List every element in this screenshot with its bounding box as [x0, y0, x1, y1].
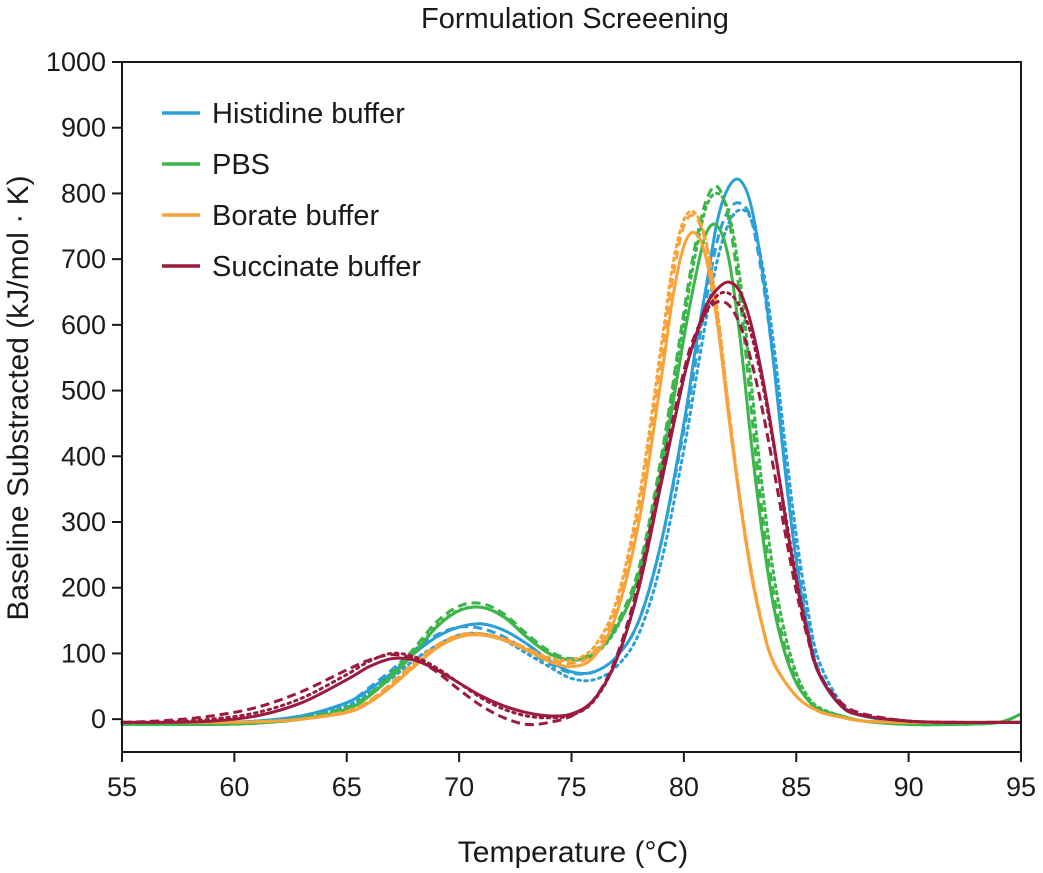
series-pbs	[120, 184, 1023, 727]
y-tick-label: 0	[91, 704, 106, 734]
y-tick-label: 900	[61, 113, 106, 143]
x-tick-label: 65	[332, 772, 362, 802]
y-tick-label: 400	[61, 441, 106, 471]
series-line-dashed	[121, 213, 1021, 724]
y-tick-label: 200	[61, 573, 106, 603]
series-line-solid	[121, 280, 1021, 724]
axis-ticks: 55 60 65 70 75 80 85 90 95 0 100 200 300 400 500 600 700…	[46, 47, 1036, 802]
chart-title: Formulation Screeening	[421, 3, 729, 35]
x-axis-title: Temperature (°C)	[458, 836, 688, 869]
legend-label: PBS	[212, 149, 270, 181]
y-tick-label: 600	[61, 310, 106, 340]
x-tick-label: 85	[781, 772, 811, 802]
y-tick-label: 100	[61, 638, 106, 668]
series-line-dotted	[120, 290, 1023, 724]
series-line-dashed	[121, 184, 1022, 727]
series-layer	[120, 177, 1023, 727]
y-axis-title: Baseline Substracted (kJ/mol · K)	[2, 175, 35, 620]
x-tick-label: 90	[894, 772, 924, 802]
x-tick-label: 75	[556, 772, 586, 802]
legend-label: Succinate buffer	[212, 251, 421, 283]
x-tick-label: 55	[107, 772, 137, 802]
x-tick-label: 80	[669, 772, 699, 802]
x-tick-label: 60	[219, 772, 249, 802]
series-line-dotted	[120, 208, 1023, 725]
plot-frame	[121, 61, 1022, 753]
series-line-solid	[121, 222, 1022, 727]
legend-label: Borate buffer	[212, 200, 379, 232]
y-tick-label: 300	[61, 507, 106, 537]
legend: Histidine buffer PBS Borate buffer Succinat…	[162, 98, 421, 283]
series-line-dotted	[120, 209, 1023, 724]
series-line-dotted	[120, 191, 1023, 727]
legend-label: Histidine buffer	[212, 98, 405, 130]
series-borate-buffer	[120, 209, 1023, 724]
x-tick-label: 95	[1006, 772, 1036, 802]
y-tick-label: 700	[61, 244, 106, 274]
series-succinate-buffer	[120, 280, 1023, 727]
x-tick-label: 70	[444, 772, 474, 802]
y-tick-label: 800	[61, 178, 106, 208]
series-line-solid	[121, 230, 1021, 724]
y-tick-label: 500	[61, 376, 106, 406]
series-line-dashed	[121, 201, 1021, 725]
y-tick-label: 1000	[46, 47, 106, 77]
